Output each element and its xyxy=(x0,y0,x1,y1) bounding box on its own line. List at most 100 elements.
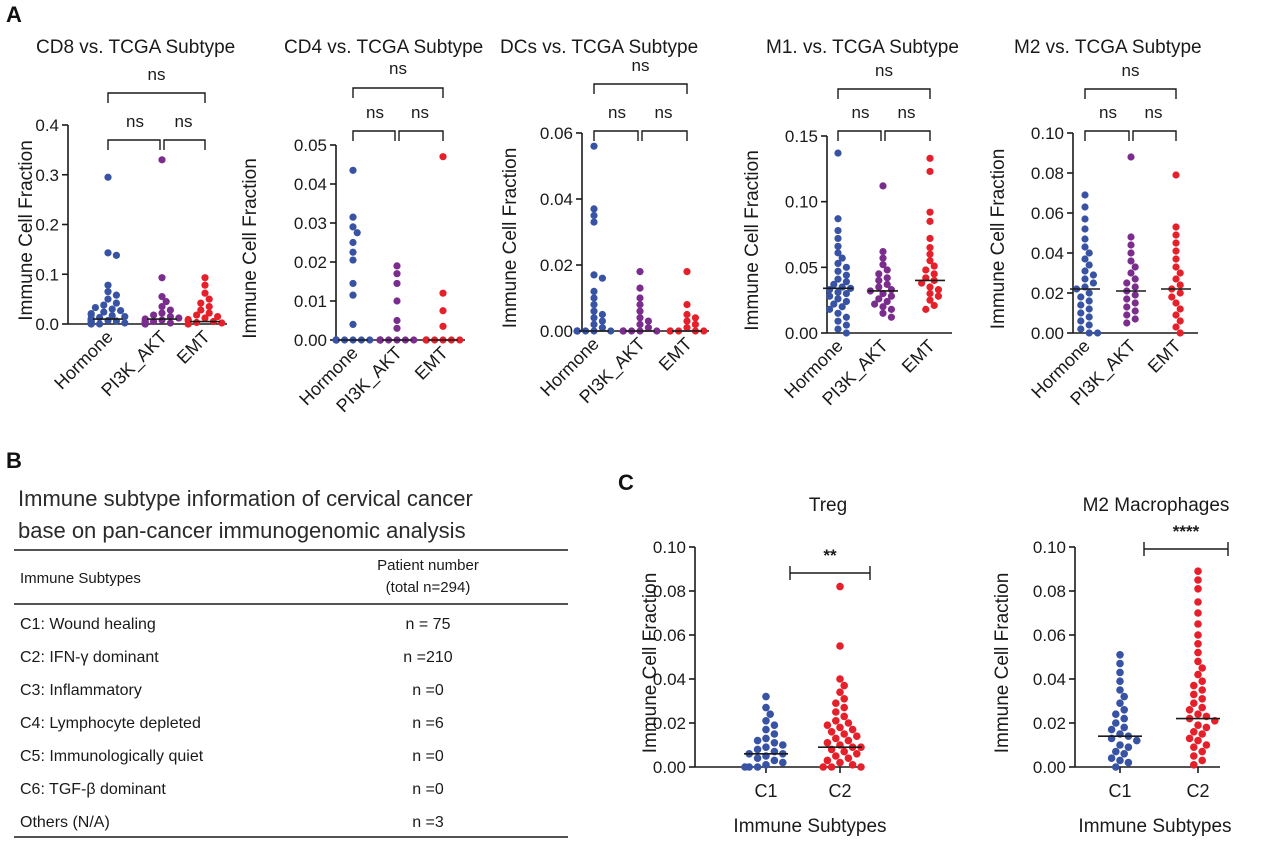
table-row-subtype: C1: Wound healing xyxy=(20,616,156,633)
data-point xyxy=(201,314,209,322)
data-point xyxy=(842,329,851,337)
data-point xyxy=(1176,289,1184,297)
data-point xyxy=(1127,233,1135,241)
data-point xyxy=(1085,321,1093,329)
data-point xyxy=(832,708,840,716)
data-point xyxy=(1123,295,1131,303)
data-point xyxy=(100,308,108,316)
y-tick-label: 0.06 xyxy=(1031,204,1064,223)
data-point xyxy=(1077,301,1085,309)
significance-bracket xyxy=(884,130,931,141)
data-point xyxy=(1131,283,1139,291)
data-point xyxy=(1116,659,1124,668)
data-point xyxy=(1081,215,1089,223)
significance-label: ns xyxy=(608,103,626,122)
data-point xyxy=(607,327,615,335)
data-point xyxy=(836,688,844,696)
data-point xyxy=(1168,293,1176,301)
data-point xyxy=(376,336,384,344)
data-point xyxy=(691,320,700,328)
data-point xyxy=(832,734,840,743)
data-point xyxy=(848,725,857,734)
data-point xyxy=(644,324,653,332)
table-header-subtypes: Immune Subtypes xyxy=(20,570,141,587)
data-point xyxy=(158,156,166,164)
data-point xyxy=(636,314,644,322)
data-point xyxy=(1172,239,1180,247)
data-point xyxy=(590,287,598,295)
data-point xyxy=(1194,657,1202,666)
data-point xyxy=(683,268,691,276)
data-point xyxy=(349,213,357,221)
table-row-count: n =0 xyxy=(412,682,444,699)
data-point xyxy=(683,324,691,332)
y-tick-label: 0.08 xyxy=(1031,164,1064,183)
data-point xyxy=(158,293,166,301)
y-tick-label: 0.00 xyxy=(1031,324,1064,343)
significance-label: ns xyxy=(389,59,407,78)
data-point xyxy=(1194,670,1202,679)
y-tick-label: 0.02 xyxy=(294,253,327,272)
data-point xyxy=(193,311,201,319)
significance-bracket xyxy=(1084,88,1177,99)
data-point xyxy=(91,303,99,312)
significance-bracket xyxy=(1143,542,1229,556)
data-point xyxy=(844,754,853,762)
data-point xyxy=(121,312,129,321)
data-point xyxy=(762,734,770,743)
chart-1: CD8 vs. TCGA Subtype 0.0 0.1 0.2 0.3 0.4 Immun… xyxy=(16,37,235,401)
significance-bracket xyxy=(352,87,444,98)
data-point xyxy=(104,281,112,289)
data-point xyxy=(834,226,842,235)
data-point xyxy=(848,761,857,769)
data-point xyxy=(926,208,934,216)
data-point xyxy=(1198,703,1206,712)
data-point xyxy=(741,763,749,771)
data-point xyxy=(1172,275,1180,283)
chart-4: M1. vs. TCGA Subtype 0.00 0.05 0.10 0.15 Immu… xyxy=(742,37,959,410)
data-point xyxy=(1085,289,1093,297)
immune-subtype-table: Immune subtype information of cervical c… xyxy=(14,486,568,838)
data-point xyxy=(823,721,832,729)
data-point xyxy=(422,336,430,344)
data-point xyxy=(1081,225,1089,233)
data-point xyxy=(819,763,827,771)
table-row-count: n =0 xyxy=(412,748,444,765)
y-tick-label: 0.15 xyxy=(785,127,818,146)
significance-bracket xyxy=(593,130,639,141)
data-point xyxy=(1194,710,1202,718)
data-point xyxy=(762,703,770,712)
data-point xyxy=(1185,706,1194,714)
data-point xyxy=(844,736,853,745)
data-point xyxy=(393,270,401,278)
data-point xyxy=(1176,269,1184,277)
data-point xyxy=(112,299,120,307)
chart-3: DCs vs. TCGA Subtype 0.00 0.02 0.04 0.06 Immu… xyxy=(500,37,709,408)
data-point xyxy=(834,215,842,223)
x-category-label: EMT xyxy=(173,327,214,368)
chart-title: Treg xyxy=(809,495,847,516)
y-tick-label: 0.06 xyxy=(540,124,573,143)
data-point xyxy=(104,288,112,296)
data-point xyxy=(834,242,842,250)
y-axis-label: Immune Cell Fraction xyxy=(16,140,37,321)
data-point xyxy=(1198,686,1206,694)
data-point xyxy=(834,149,842,157)
data-point xyxy=(1094,329,1102,337)
data-point xyxy=(1120,692,1128,701)
data-point xyxy=(201,274,209,282)
data-point xyxy=(1185,734,1194,743)
y-tick-label: 0.10 xyxy=(653,538,686,557)
data-point xyxy=(1194,736,1202,745)
data-point xyxy=(590,205,598,213)
data-point xyxy=(926,234,934,243)
data-point xyxy=(926,257,934,265)
data-point xyxy=(840,712,848,721)
significance-label: ** xyxy=(823,546,837,565)
table-row-count: n =3 xyxy=(412,814,444,831)
data-point xyxy=(1198,730,1206,738)
y-tick-label: 0.00 xyxy=(653,758,686,777)
data-point xyxy=(193,318,201,327)
data-point xyxy=(842,297,851,306)
